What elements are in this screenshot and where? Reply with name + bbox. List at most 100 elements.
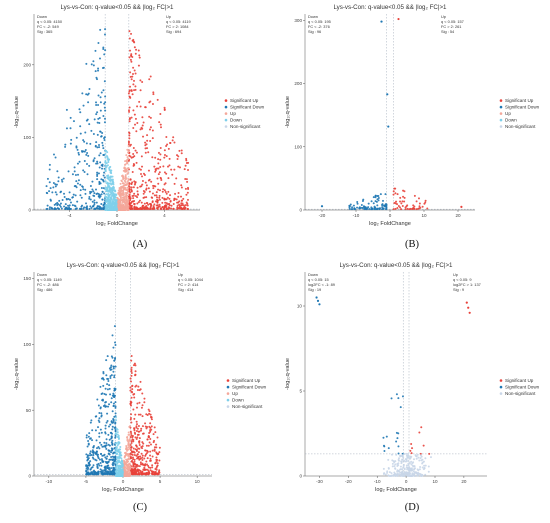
point-significant-up — [165, 205, 168, 208]
point-significant-up — [402, 189, 405, 192]
point-up — [127, 208, 130, 211]
point-significant-up — [131, 72, 134, 75]
point-significant-up — [151, 466, 154, 469]
point-significant-up — [149, 422, 152, 425]
point-significant-down — [86, 445, 89, 448]
point-significant-up — [129, 457, 132, 460]
point-up — [118, 188, 121, 191]
point-non-significant — [402, 464, 405, 467]
point-significant-up — [130, 354, 133, 357]
point-significant-up — [128, 37, 131, 40]
point-significant-up — [141, 470, 144, 473]
point-non-significant — [397, 464, 400, 467]
point-down — [117, 441, 120, 444]
point-non-significant — [423, 464, 426, 467]
point-outlier — [397, 17, 400, 21]
point-significant-down — [91, 439, 94, 442]
point-significant-down — [110, 355, 113, 358]
point-significant-up — [400, 208, 403, 211]
point-significant-down — [360, 204, 363, 207]
point-significant-down — [94, 207, 97, 210]
point-down — [116, 461, 119, 464]
point-significant-up — [424, 199, 427, 202]
legend-label: Significant Up — [505, 378, 534, 383]
point-significant-up — [145, 444, 148, 447]
point-significant-up — [128, 109, 130, 112]
point-significant-up — [157, 182, 160, 185]
point-significant-up — [130, 366, 133, 369]
point-up — [120, 180, 123, 183]
point-significant-up — [135, 130, 138, 133]
point-significant-up — [129, 418, 132, 421]
point-down — [117, 467, 120, 470]
point-significant-down — [112, 458, 115, 461]
x-tick-label: 0 — [389, 213, 392, 218]
point-non-significant — [407, 468, 410, 471]
point-up — [127, 144, 130, 147]
point-significant-up — [180, 186, 183, 189]
point-significant-up — [130, 440, 133, 443]
point-significant-up — [160, 179, 163, 182]
point-significant-down — [104, 401, 107, 404]
point-non-significant — [388, 471, 391, 474]
point-significant-down — [364, 207, 367, 210]
point-significant-up — [154, 462, 157, 465]
data-points — [45, 28, 190, 211]
point-significant-up — [135, 465, 138, 468]
point-up — [125, 188, 128, 191]
point-up — [124, 191, 127, 194]
point-significant-down — [95, 439, 98, 442]
point-down — [104, 196, 107, 199]
point-significant-down — [110, 420, 113, 423]
data-points — [85, 325, 161, 477]
point-significant-up — [152, 91, 155, 94]
point-up — [128, 438, 131, 441]
point-significant-up — [158, 469, 161, 472]
point-significant-down — [350, 208, 353, 211]
point-significant-down — [71, 196, 74, 199]
point-significant-up — [155, 451, 158, 454]
point-up — [125, 452, 128, 455]
point-significant-up — [130, 205, 133, 208]
point-significant-up — [150, 428, 153, 431]
point-significant-up — [139, 463, 142, 466]
point-significant-down — [104, 101, 107, 104]
point-significant-up — [156, 208, 159, 211]
point-significant-down — [97, 419, 100, 422]
point-significant-up — [147, 187, 150, 190]
x-tick-label: -10 — [374, 479, 381, 484]
point-significant-down — [87, 454, 89, 457]
point-significant-down — [104, 469, 107, 472]
point-significant-down — [99, 406, 102, 409]
point-significant-down — [112, 392, 115, 395]
point-significant-down — [69, 142, 72, 145]
point-significant-up — [140, 155, 143, 158]
down-stats-line: FC < -2: 486 — [37, 282, 59, 287]
point-significant-up — [148, 412, 151, 415]
point-significant-down — [102, 405, 105, 407]
point-significant-up — [149, 469, 152, 472]
point-significant-up — [156, 436, 159, 439]
point-significant-up — [179, 207, 182, 210]
point-significant-down — [112, 467, 115, 470]
point-significant-up — [177, 195, 180, 198]
point-significant-down — [104, 432, 107, 435]
point-significant-up — [145, 413, 148, 416]
point-significant-up — [143, 191, 146, 194]
legend-marker — [499, 379, 503, 382]
point-non-significant — [405, 471, 408, 474]
point-non-significant — [394, 474, 397, 477]
point-significant-up — [150, 425, 153, 428]
point-significant-up — [161, 201, 164, 204]
point-significant-down — [112, 404, 115, 407]
legend-marker — [499, 99, 503, 102]
point-significant-down — [69, 201, 72, 204]
point-significant-down — [63, 205, 66, 208]
point-significant-down — [349, 203, 352, 206]
point-significant-up — [177, 155, 180, 158]
point-significant-down — [59, 202, 62, 205]
x-tick-label: 0 — [116, 213, 119, 218]
point-significant-up — [134, 448, 137, 451]
x-axis-label: log₂ FoldChange — [375, 487, 417, 493]
up-stats-line: q < 0.05: 4119 — [166, 19, 191, 24]
